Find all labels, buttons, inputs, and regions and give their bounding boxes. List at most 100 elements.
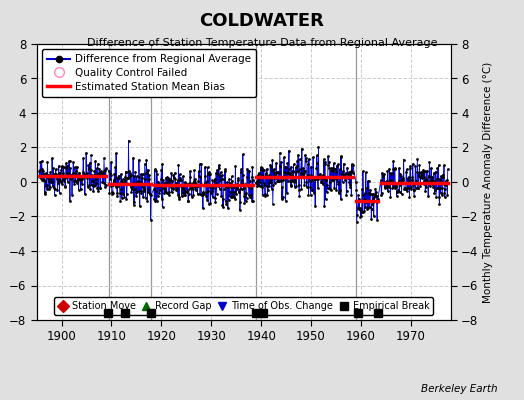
Point — [286, 170, 294, 176]
Point — [443, 166, 452, 172]
Point — [78, 180, 86, 187]
Point — [230, 194, 238, 200]
Point — [365, 204, 374, 210]
Point — [427, 177, 435, 184]
Point — [416, 162, 424, 168]
Point — [85, 181, 94, 188]
Point — [102, 182, 110, 188]
Point — [199, 188, 208, 195]
Point — [343, 171, 352, 177]
Point — [76, 175, 84, 181]
Point — [274, 178, 282, 184]
Point — [183, 188, 191, 194]
Point — [348, 168, 356, 174]
Point — [86, 167, 95, 174]
Point — [417, 169, 425, 176]
Point — [228, 178, 237, 184]
Point — [62, 160, 70, 166]
Point — [227, 173, 236, 180]
Point — [275, 168, 283, 175]
Point — [88, 182, 96, 188]
Point — [41, 178, 50, 184]
Point — [405, 194, 413, 200]
Point — [412, 180, 421, 186]
Point — [36, 158, 45, 165]
Point — [335, 166, 344, 172]
Point — [308, 187, 316, 194]
Point — [269, 182, 277, 188]
Point — [36, 167, 44, 173]
Point — [297, 185, 305, 192]
Point — [101, 166, 110, 173]
Point — [270, 180, 279, 186]
Point — [86, 160, 94, 166]
Point — [391, 185, 400, 191]
Point — [74, 176, 82, 182]
Point — [121, 176, 129, 183]
Point — [46, 169, 54, 176]
Point — [206, 170, 214, 177]
Point — [157, 176, 165, 183]
Point — [264, 186, 272, 193]
Point — [367, 206, 376, 212]
Point — [347, 168, 355, 174]
Point — [121, 174, 129, 181]
Point — [53, 187, 62, 193]
Point — [438, 192, 446, 198]
Point — [267, 186, 276, 192]
Point — [324, 162, 333, 169]
Point — [229, 191, 237, 198]
Point — [273, 177, 281, 184]
Point — [407, 183, 416, 190]
Point — [147, 192, 155, 198]
Point — [158, 161, 167, 168]
Point — [36, 174, 44, 180]
Point — [270, 169, 279, 175]
Point — [178, 190, 187, 196]
Point — [188, 183, 196, 190]
Point — [80, 171, 88, 178]
Point — [268, 156, 277, 163]
Point — [333, 179, 342, 185]
Point — [177, 177, 185, 183]
Point — [228, 193, 236, 200]
Point — [244, 168, 253, 174]
Point — [174, 194, 183, 200]
Point — [283, 160, 291, 166]
Point — [213, 167, 221, 174]
Point — [266, 162, 275, 168]
Point — [279, 194, 287, 200]
Point — [321, 196, 330, 202]
Point — [277, 177, 286, 184]
Point — [208, 183, 216, 189]
Point — [77, 186, 85, 192]
Point — [146, 191, 154, 197]
Point — [345, 182, 354, 188]
Point — [87, 152, 95, 158]
Point — [73, 164, 81, 170]
Point — [348, 170, 357, 176]
Point — [303, 172, 312, 178]
Point — [46, 172, 54, 178]
Point — [68, 192, 76, 198]
Point — [295, 193, 303, 199]
Point — [385, 184, 393, 190]
Point — [74, 187, 83, 193]
Point — [231, 189, 239, 195]
Point — [140, 186, 148, 192]
Point — [359, 192, 367, 199]
Point — [67, 172, 75, 178]
Point — [384, 188, 392, 194]
Point — [242, 198, 250, 204]
Point — [298, 145, 306, 152]
Point — [233, 184, 241, 191]
Point — [427, 165, 435, 171]
Point — [382, 182, 390, 189]
Point — [150, 186, 158, 192]
Point — [182, 188, 191, 195]
Point — [222, 201, 231, 207]
Point — [399, 156, 408, 163]
Point — [150, 166, 159, 173]
Point — [410, 193, 418, 199]
Point — [437, 173, 445, 179]
